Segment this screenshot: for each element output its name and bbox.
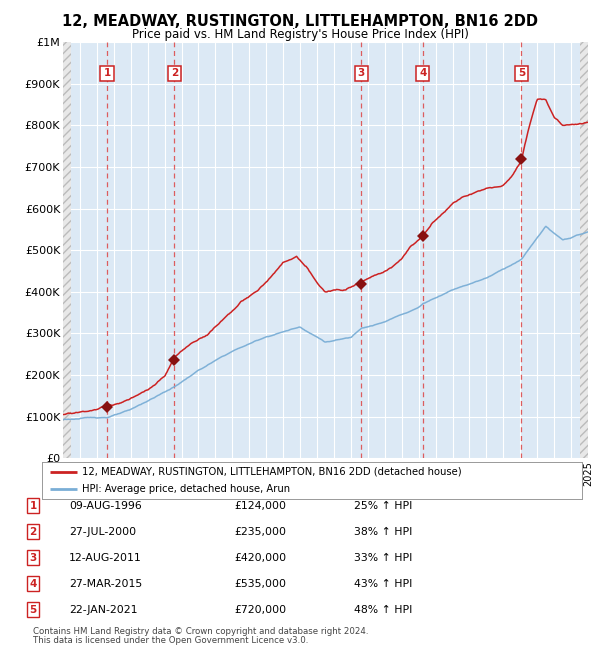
Bar — [580, 42, 588, 458]
Text: 22-JAN-2021: 22-JAN-2021 — [69, 604, 137, 615]
Text: 1: 1 — [29, 500, 37, 511]
Text: 48% ↑ HPI: 48% ↑ HPI — [354, 604, 412, 615]
Text: 3: 3 — [358, 68, 365, 79]
Text: £235,000: £235,000 — [234, 526, 286, 537]
Text: 5: 5 — [29, 604, 37, 615]
Text: 33% ↑ HPI: 33% ↑ HPI — [354, 552, 412, 563]
Text: HPI: Average price, detached house, Arun: HPI: Average price, detached house, Arun — [83, 484, 290, 494]
Text: Price paid vs. HM Land Registry's House Price Index (HPI): Price paid vs. HM Land Registry's House … — [131, 28, 469, 41]
Text: 38% ↑ HPI: 38% ↑ HPI — [354, 526, 412, 537]
Text: 4: 4 — [419, 68, 427, 79]
Text: £535,000: £535,000 — [234, 578, 286, 589]
Text: 2: 2 — [170, 68, 178, 79]
Text: £124,000: £124,000 — [234, 500, 286, 511]
Text: 27-MAR-2015: 27-MAR-2015 — [69, 578, 142, 589]
Text: 4: 4 — [29, 578, 37, 589]
Text: 27-JUL-2000: 27-JUL-2000 — [69, 526, 136, 537]
Text: 12, MEADWAY, RUSTINGTON, LITTLEHAMPTON, BN16 2DD (detached house): 12, MEADWAY, RUSTINGTON, LITTLEHAMPTON, … — [83, 467, 462, 476]
Text: This data is licensed under the Open Government Licence v3.0.: This data is licensed under the Open Gov… — [33, 636, 308, 645]
Text: £420,000: £420,000 — [234, 552, 286, 563]
Text: 1: 1 — [103, 68, 110, 79]
Text: 12, MEADWAY, RUSTINGTON, LITTLEHAMPTON, BN16 2DD: 12, MEADWAY, RUSTINGTON, LITTLEHAMPTON, … — [62, 14, 538, 29]
Text: 09-AUG-1996: 09-AUG-1996 — [69, 500, 142, 511]
Text: 43% ↑ HPI: 43% ↑ HPI — [354, 578, 412, 589]
Bar — [63, 42, 71, 458]
Text: 5: 5 — [518, 68, 525, 79]
Text: Contains HM Land Registry data © Crown copyright and database right 2024.: Contains HM Land Registry data © Crown c… — [33, 627, 368, 636]
Text: 3: 3 — [29, 552, 37, 563]
Text: 12-AUG-2011: 12-AUG-2011 — [69, 552, 142, 563]
Text: 25% ↑ HPI: 25% ↑ HPI — [354, 500, 412, 511]
Text: £720,000: £720,000 — [234, 604, 286, 615]
Text: 2: 2 — [29, 526, 37, 537]
